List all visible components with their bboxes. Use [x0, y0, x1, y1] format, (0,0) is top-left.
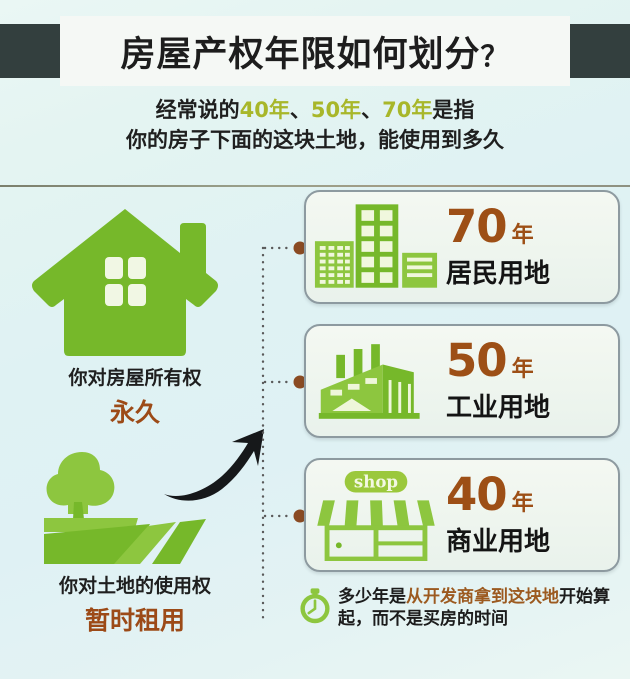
subtitle-year-50: 50年 — [310, 98, 362, 122]
card-commercial-text: 40 年 商业用地 — [446, 472, 618, 558]
left-column: 你对房屋所有权 永久 你对土地的使用权 — [0, 186, 270, 679]
footnote: 多少年是从开发商拿到这块地开始算起，而不是买房的时间 — [300, 586, 630, 631]
residential-buildings-icon — [306, 197, 446, 297]
subtitle-prefix: 经常说的 — [155, 98, 240, 122]
card-residential-usage-label: 居民用地 — [446, 259, 551, 289]
shop-icon: shop — [306, 465, 446, 565]
card-industrial-year-number: 50 — [446, 334, 508, 387]
card-commercial-years: 40 年 — [446, 472, 610, 517]
house-caption: 你对房屋所有权 永久 — [0, 363, 270, 429]
house-caption-line-1: 你对房屋所有权 — [68, 367, 202, 389]
header: 房屋产权年限如何划分？ 经常说的40年、50年、70年是指 你的房子下面的这块土… — [0, 0, 630, 187]
card-commercial-year-number: 40 — [446, 468, 508, 521]
page-title: 房屋产权年限如何划分？ — [120, 34, 510, 75]
stopwatch-icon — [300, 586, 338, 629]
house-caption-line-2: 永久 — [109, 398, 160, 427]
card-commercial[interactable]: shop — [304, 458, 620, 572]
footnote-part-highlight: 从开发商拿到这块地 — [406, 587, 559, 607]
subtitle-year-70: 70年 — [382, 98, 433, 122]
title-question-mark: ？ — [480, 39, 510, 73]
subtitle-sep-2: 、 — [361, 98, 383, 122]
card-industrial-years: 50 年 — [446, 338, 610, 383]
card-residential-year-unit: 年 — [511, 223, 534, 248]
tree-field-icon — [44, 452, 206, 564]
footnote-part-1: 多少年是 — [338, 587, 406, 607]
card-industrial-year-unit: 年 — [511, 357, 534, 382]
header-divider — [0, 185, 630, 187]
footnote-text: 多少年是从开发商拿到这块地开始算起，而不是买房的时间 — [338, 586, 630, 631]
subtitle-line-2: 你的房子下面的这块土地，能使用到多久 — [126, 127, 504, 152]
connector-dot-70 — [293, 241, 307, 255]
card-residential-year-number: 70 — [446, 200, 508, 253]
subtitle-line-1: 经常说的40年、50年、70年是指 — [0, 96, 630, 126]
subtitle-year-40: 40年 — [239, 98, 290, 122]
subtitle-suffix: 是指 — [432, 98, 475, 122]
curved-arrow-icon — [164, 429, 264, 501]
card-industrial[interactable]: 50 年 工业用地 — [304, 324, 620, 438]
dotted-connector-lines — [261, 241, 307, 623]
card-industrial-usage-label: 工业用地 — [446, 393, 551, 423]
usage-cards: 70 年 居民用地 — [300, 186, 630, 679]
shop-sign-text: shop — [354, 472, 398, 492]
land-caption: 你对土地的使用权 暂时租用 — [0, 571, 270, 637]
card-commercial-usage-label: 商业用地 — [446, 527, 551, 557]
body: 你对房屋所有权 永久 你对土地的使用权 — [0, 186, 630, 679]
subtitle: 经常说的40年、50年、70年是指 你的房子下面的这块土地，能使用到多久 — [0, 96, 630, 156]
house-icon — [32, 209, 218, 356]
land-caption-line-1: 你对土地的使用权 — [58, 575, 211, 597]
factory-icon — [306, 331, 446, 431]
connector-dot-40 — [293, 509, 307, 523]
card-residential[interactable]: 70 年 居民用地 — [304, 190, 620, 304]
card-commercial-year-unit: 年 — [511, 491, 534, 516]
subtitle-sep-1: 、 — [289, 98, 311, 122]
connector-dot-50 — [293, 375, 307, 389]
card-residential-years: 70 年 — [446, 204, 610, 249]
footnote-part-2: 开始算起，而不是买房的时间 — [338, 587, 610, 630]
card-industrial-text: 50 年 工业用地 — [446, 338, 618, 424]
title-plate: 房屋产权年限如何划分？ — [60, 16, 570, 86]
card-residential-text: 70 年 居民用地 — [446, 204, 618, 290]
land-caption-line-2: 暂时租用 — [84, 606, 185, 635]
